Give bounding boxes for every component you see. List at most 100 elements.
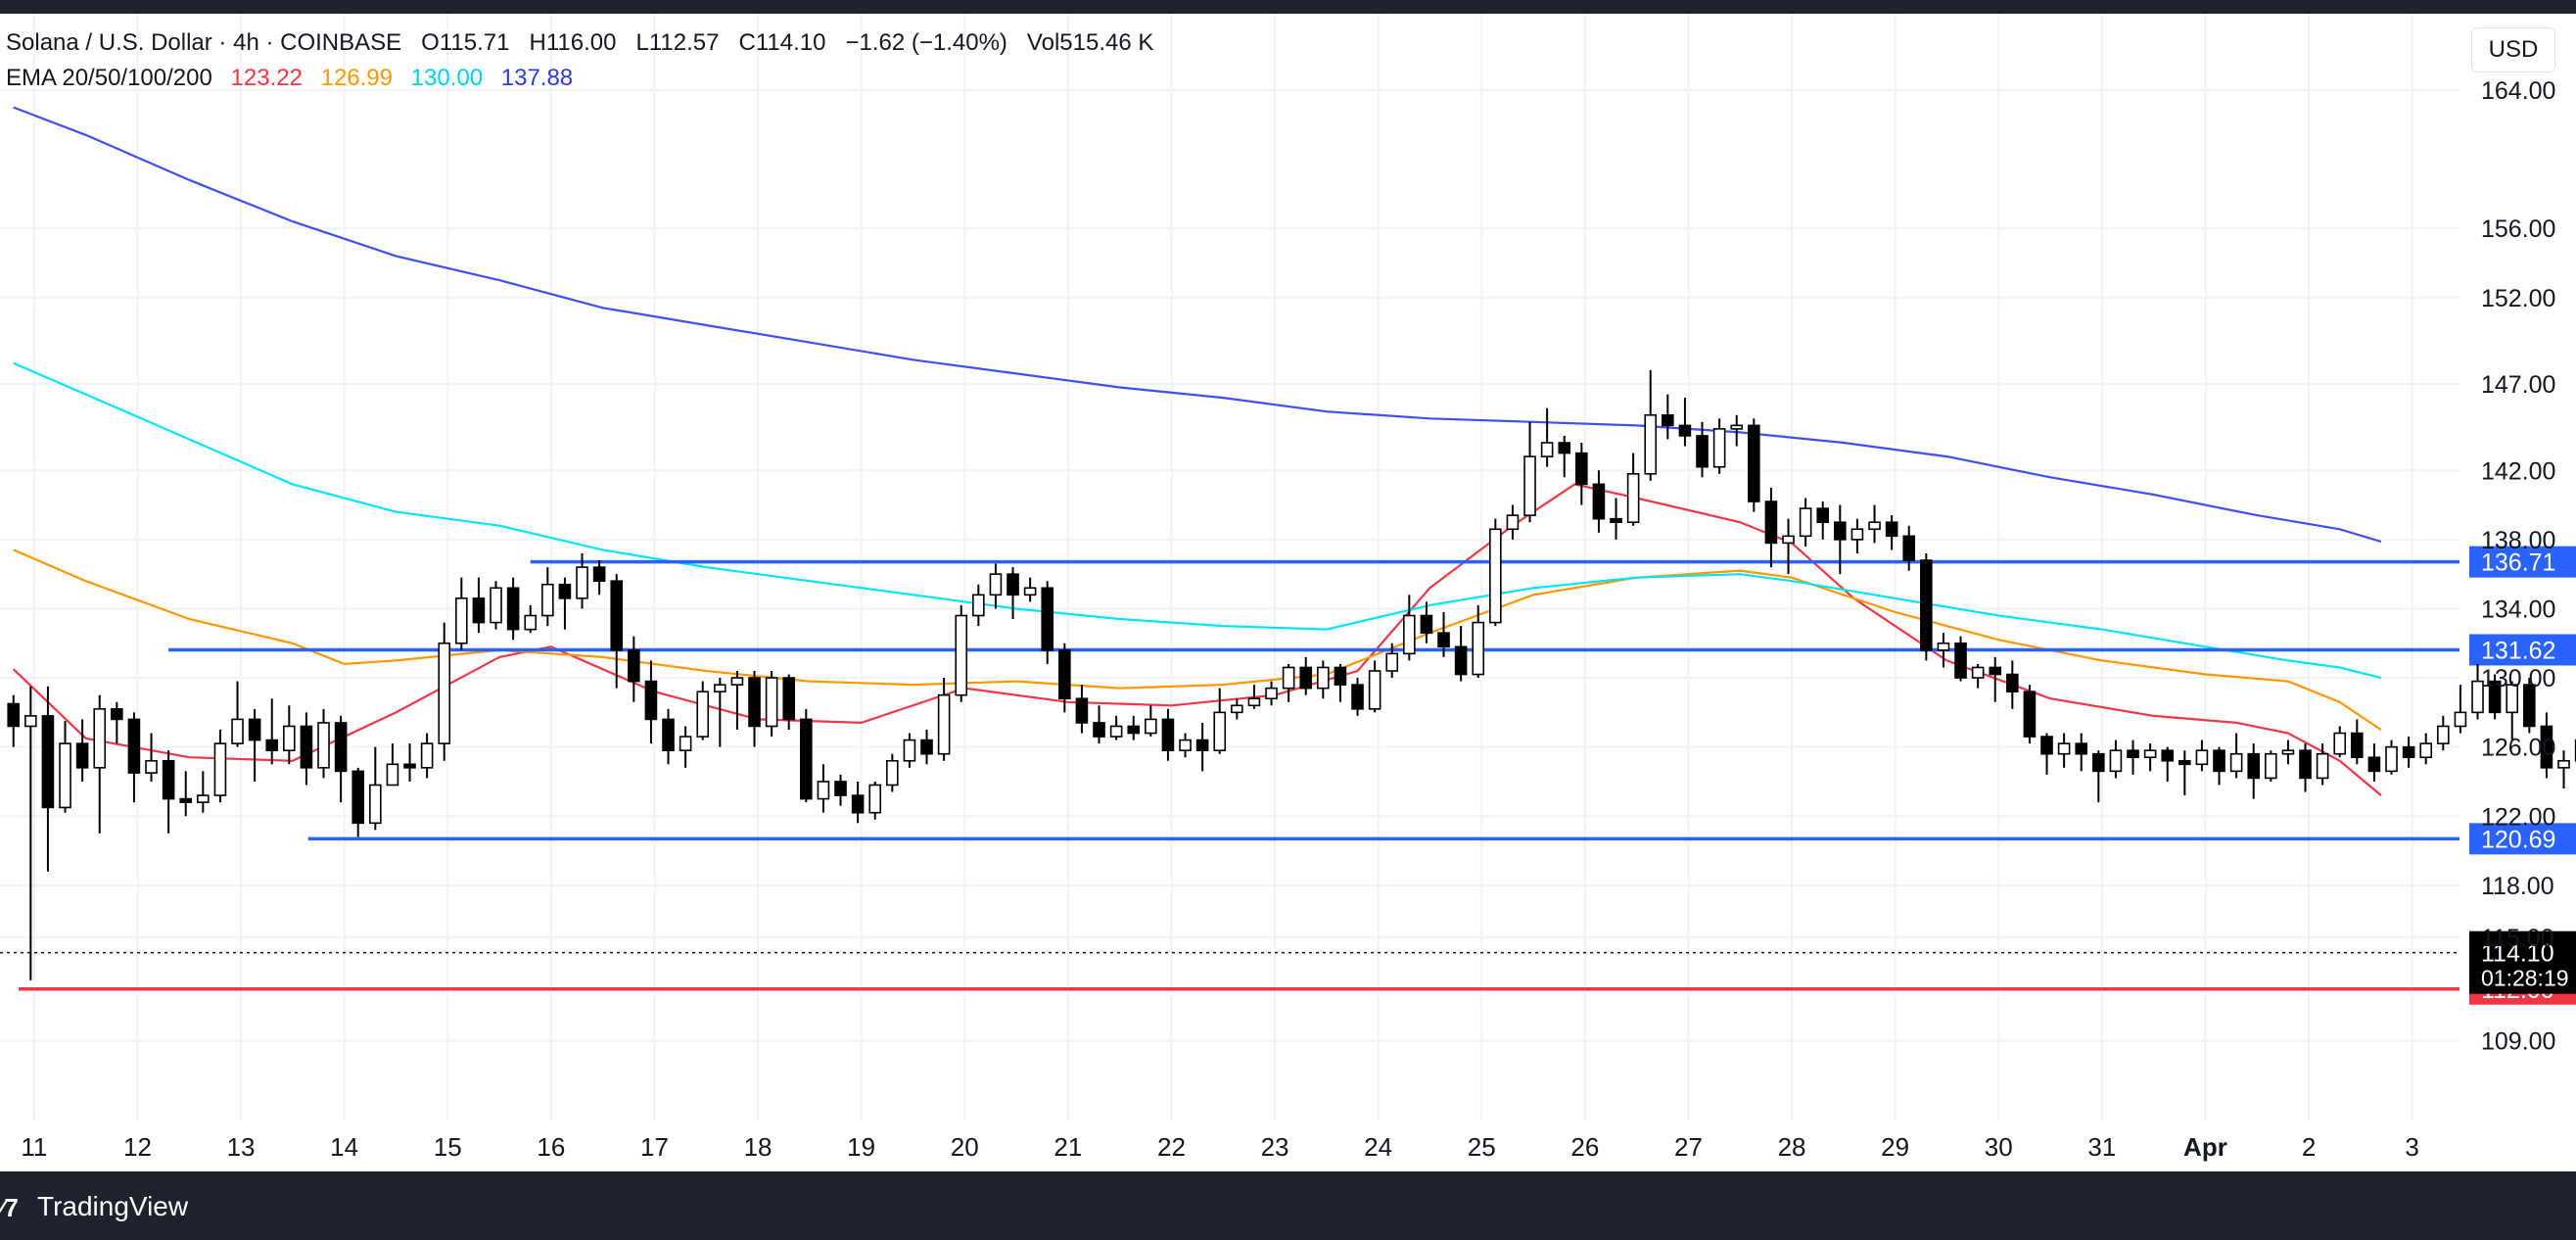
candle-down xyxy=(2040,736,2053,755)
x-tick-label: 22 xyxy=(1157,1132,1186,1162)
candle-down xyxy=(2402,745,2415,759)
candle-up xyxy=(524,614,538,631)
countdown-label: 01:28:19 xyxy=(2481,966,2569,991)
current-price-tag xyxy=(2469,930,2576,994)
candle-up xyxy=(1368,670,1382,710)
candle-up xyxy=(576,566,588,599)
candle-down xyxy=(1885,521,1898,538)
candle-up xyxy=(868,784,882,814)
candle-up xyxy=(2506,684,2519,714)
candle-up xyxy=(679,736,692,751)
candle-down xyxy=(351,770,365,825)
x-tick-label: 30 xyxy=(1985,1132,2013,1162)
candle-up xyxy=(2437,725,2450,744)
candle-down xyxy=(1592,483,1606,520)
candle-down xyxy=(851,794,865,814)
candle-down xyxy=(2006,673,2019,692)
x-tick-label: 13 xyxy=(227,1132,256,1162)
candle-up xyxy=(1644,413,1658,475)
ema-lines xyxy=(12,106,2382,796)
candle-up xyxy=(2316,752,2329,780)
candlestick-series xyxy=(7,369,2576,980)
candle-up xyxy=(541,583,554,617)
high-label: H xyxy=(529,29,546,56)
candle-up xyxy=(2471,680,2484,714)
candle-down xyxy=(1075,697,1089,724)
candle-up xyxy=(730,677,744,686)
candle-down xyxy=(1920,559,1933,651)
candle-up xyxy=(231,718,244,744)
candle-up xyxy=(1247,697,1261,707)
candle-down xyxy=(1420,614,1433,634)
candle-up xyxy=(1109,725,1123,738)
candle-up xyxy=(420,742,434,769)
candle-up xyxy=(2195,749,2209,766)
ema50-value: 126.99 xyxy=(320,65,393,91)
x-tick-label: 11 xyxy=(21,1132,47,1162)
candle-down xyxy=(834,781,847,796)
level-tag xyxy=(2469,823,2576,855)
y-tick-label: 115.00 xyxy=(2481,925,2554,952)
tradingview-brand[interactable]: TradingView xyxy=(37,1191,189,1221)
y-tick-label: 122.00 xyxy=(2481,803,2555,831)
candle-down xyxy=(1161,718,1175,751)
ema100-value: 130.00 xyxy=(410,65,484,91)
candle-up xyxy=(59,742,71,809)
candle-up xyxy=(2454,711,2467,728)
y-tick-label: 142.00 xyxy=(2481,457,2555,485)
candle-up xyxy=(2057,742,2071,755)
x-tick-label: 28 xyxy=(1778,1132,1806,1162)
candle-down xyxy=(2075,742,2088,755)
candle-up xyxy=(2333,732,2347,755)
candle-down xyxy=(1662,413,1674,427)
candle-down xyxy=(1041,587,1054,651)
candle-up xyxy=(696,691,710,738)
symbol-title[interactable]: Solana / U.S. Dollar · 4h · COINBASE xyxy=(6,29,402,56)
candle-down xyxy=(111,708,123,721)
volume-value: 515.46 K xyxy=(1059,29,1154,56)
candle-up xyxy=(490,587,502,624)
candle-down xyxy=(1575,452,1588,486)
close-label: C xyxy=(738,29,756,56)
x-tick-label: 29 xyxy=(1881,1132,1909,1162)
candle-up xyxy=(2385,745,2398,773)
candle-up xyxy=(989,573,1003,596)
candle-down xyxy=(2213,749,2225,773)
candle-down xyxy=(748,677,761,728)
candle-up xyxy=(1023,587,1037,596)
time-axis[interactable]: 11 12 13 14 15 16 17 18 19 20 21 22 23 24 25 26 27 28 29 30… xyxy=(21,1132,2419,1162)
ema-line xyxy=(13,361,2382,680)
x-tick-label: Apr xyxy=(2183,1132,2227,1162)
candle-up xyxy=(2557,759,2570,769)
price-axis[interactable]: 164.00 156.00 152.00 147.00 142.00 138.00 134.… xyxy=(2481,77,2555,1056)
candle-down xyxy=(334,722,348,773)
candle-down xyxy=(1696,435,1709,468)
currency-button[interactable]: USD xyxy=(2471,27,2555,72)
level-tag xyxy=(2469,546,2576,578)
ema-label: EMA 20/50/100/200 xyxy=(6,65,212,91)
candle-up xyxy=(1489,528,1502,624)
candle-down xyxy=(662,718,675,751)
candle-up xyxy=(145,759,158,774)
candle-up xyxy=(1782,535,1795,545)
candle-down xyxy=(1748,424,1760,502)
candle-up xyxy=(283,725,296,751)
candle-up xyxy=(1265,687,1278,700)
candle-down xyxy=(403,763,416,769)
candle-down xyxy=(1127,725,1141,735)
ema-legend[interactable]: EMA 20/50/100/200 123.22 126.99 130.00 1… xyxy=(6,65,585,92)
candle-down xyxy=(300,725,313,769)
candle-down xyxy=(1902,535,1916,561)
candle-up xyxy=(1799,507,1812,538)
candle-down xyxy=(1610,517,1622,523)
candle-down xyxy=(592,566,606,583)
y-tick-label: 134.00 xyxy=(2481,596,2555,623)
y-tick-label: 152.00 xyxy=(2481,285,2555,312)
candle-up xyxy=(714,684,726,692)
level-label: 120.69 xyxy=(2481,826,2555,853)
candle-up xyxy=(1868,521,1881,531)
candle-down xyxy=(1058,649,1071,700)
candle-down xyxy=(7,702,21,728)
